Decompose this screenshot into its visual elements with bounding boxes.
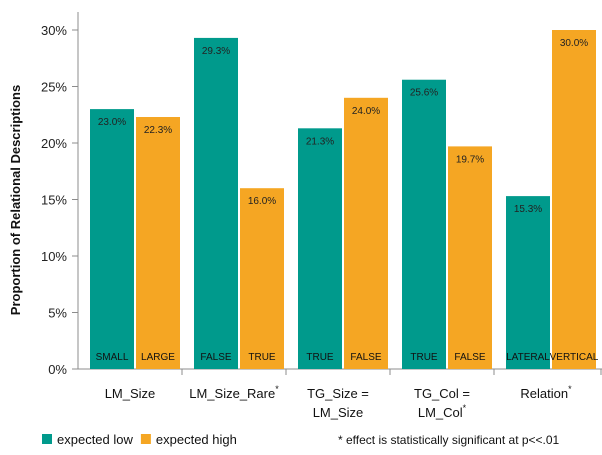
labels: 23.0% SMALL 22.3% LARGE LM_Size 29.3% FALSE 16.… [96,38,599,420]
legend-label: expected low [57,432,133,447]
footnote: * effect is statistically significant at… [338,433,560,447]
data-label: 19.7% [456,154,484,165]
y-axis-title: Proportion of Relational Descriptions [8,85,23,315]
data-label: 29.3% [202,46,230,57]
category-label: LARGE [141,352,175,363]
category-label: TRUE [306,352,334,363]
y-tick-label: 20% [41,136,67,151]
data-label: 23.0% [98,117,126,128]
significance-marker: * [568,384,572,394]
bar [90,109,134,369]
data-label: 22.3% [144,125,172,136]
data-label: 24.0% [352,106,380,117]
bar [506,196,550,369]
significance-marker: * [275,384,279,394]
data-label: 21.3% [306,136,334,147]
significance-marker: * [463,403,467,413]
legend-swatch [140,434,151,444]
y-tick-label: 25% [41,80,67,95]
bars [90,30,596,370]
legend-swatch [42,434,52,444]
category-label: TRUE [410,352,438,363]
bar [552,30,596,369]
group-label: LM_Size_Rare* [189,384,279,401]
data-label: 25.6% [410,88,438,99]
category-label: FALSE [454,352,485,363]
bar [194,37,238,369]
y-tick-label: 15% [41,193,67,208]
bar [136,117,180,369]
bar [344,97,388,370]
data-label: 16.0% [248,196,276,207]
group-label: TG_Col = [414,386,470,401]
group-label: Relation* [520,384,572,401]
category-label: FALSE [350,352,381,363]
category-label: LATERAL [506,352,550,363]
axes: 0% 5% 10% 15% 20% 25% 30% Proportion of Relatio… [8,12,602,377]
y-tick-label: 30% [41,23,67,38]
bar [448,146,492,369]
category-label: FALSE [200,352,231,363]
category-label: TRUE [248,352,276,363]
bar [298,128,342,369]
group-label: LM_Col* [418,403,467,420]
y-tick-label: 10% [41,249,67,264]
legend-label: expected high [156,432,237,447]
bar [402,79,446,369]
legend: expected low expected high * effect is sta… [42,432,560,447]
category-label: SMALL [96,352,129,363]
group-label: TG_Size = [307,386,369,401]
data-label: 15.3% [514,204,542,215]
group-label: LM_Size [313,405,364,420]
category-label: VERTICAL [550,352,599,363]
group-label: LM_Size [105,386,156,401]
y-tick-label: 5% [48,306,67,321]
data-label: 30.0% [560,38,588,49]
bar [240,188,284,369]
y-tick-label: 0% [48,362,67,377]
